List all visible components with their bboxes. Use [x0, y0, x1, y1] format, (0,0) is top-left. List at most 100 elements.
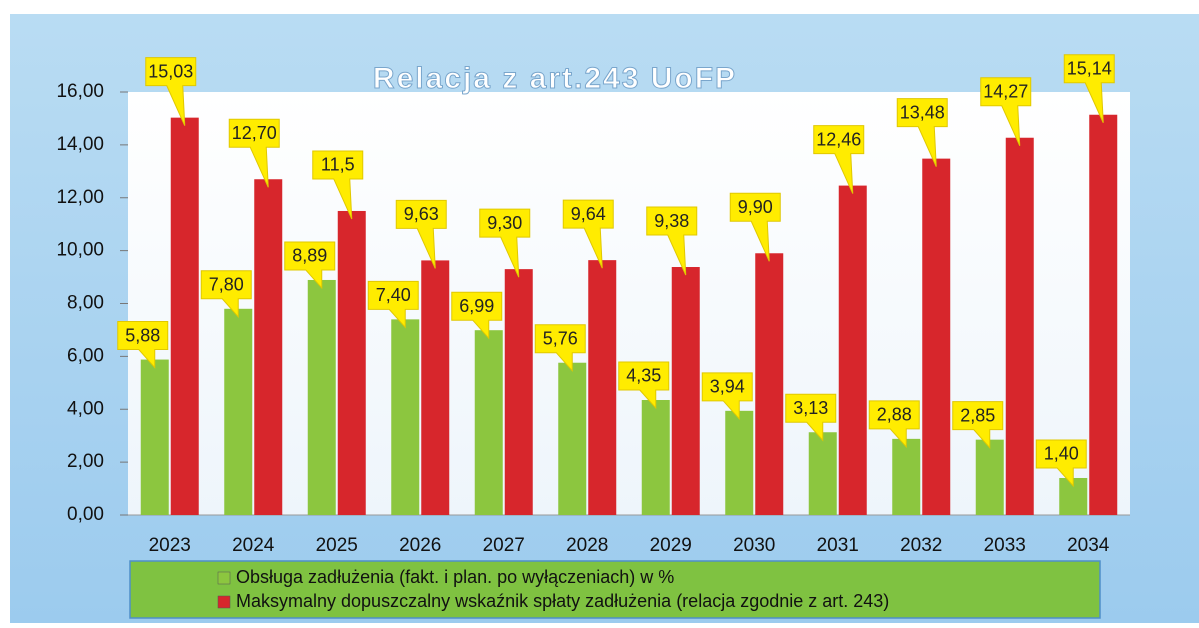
data-label: 5,88 — [117, 321, 169, 369]
label-callout — [618, 361, 670, 410]
y-tick-label: 4,00 — [67, 398, 104, 419]
label-callout — [980, 77, 1032, 146]
data-label: 9,30 — [479, 208, 531, 278]
label-callout — [896, 98, 948, 167]
bar — [140, 359, 169, 515]
bar — [975, 439, 1004, 515]
bar — [224, 308, 253, 515]
data-label: 5,76 — [534, 324, 586, 373]
data-label: 9,38 — [646, 206, 698, 276]
data-label-text: 12,46 — [816, 129, 861, 149]
data-label-text: 3,13 — [793, 398, 828, 418]
label-callout — [117, 321, 169, 369]
label-callout — [729, 192, 781, 262]
data-label: 13,48 — [896, 98, 948, 167]
bar — [337, 210, 366, 515]
y-tick-label: 16,00 — [56, 81, 104, 102]
y-tick-label: 6,00 — [67, 345, 104, 366]
label-callout — [1063, 54, 1115, 123]
data-label-text: 9,38 — [654, 211, 689, 231]
data-label: 12,46 — [813, 125, 865, 194]
label-callout — [367, 280, 419, 329]
label-callout — [562, 199, 614, 269]
bar — [671, 267, 700, 515]
plot-area — [128, 92, 1130, 515]
bar — [838, 185, 867, 515]
chart-title: Relacja z art.243 UoFP — [373, 62, 737, 95]
label-callout — [868, 400, 920, 449]
data-label: 9,63 — [395, 199, 447, 269]
data-label: 14,27 — [980, 77, 1032, 146]
bar — [307, 279, 336, 515]
legend-label: Maksymalny dopuszczalny wskaźnik spłaty … — [236, 591, 889, 611]
data-label-text: 1,40 — [1044, 444, 1079, 464]
label-callout — [451, 291, 503, 340]
y-tick-label: 12,00 — [56, 187, 104, 208]
data-label: 3,94 — [701, 372, 753, 421]
data-label-text: 8,89 — [292, 246, 327, 266]
bar — [170, 117, 199, 515]
data-label-text: 9,30 — [487, 213, 522, 233]
label-callout — [1035, 439, 1087, 488]
data-label-text: 7,40 — [376, 285, 411, 305]
y-tick-label: 8,00 — [67, 293, 104, 314]
x-tick-label: 2025 — [316, 535, 358, 556]
x-tick-label: 2032 — [900, 535, 942, 556]
data-label: 12,70 — [228, 118, 280, 188]
legend-swatch — [217, 571, 231, 585]
label-callout — [228, 118, 280, 188]
data-label-text: 5,88 — [125, 325, 160, 345]
bar — [254, 179, 283, 515]
data-label: 6,99 — [451, 291, 503, 340]
data-label-text: 4,35 — [626, 366, 661, 386]
data-label-text: 3,94 — [710, 377, 745, 397]
label-callout — [701, 372, 753, 421]
data-label: 4,35 — [618, 361, 670, 410]
bar — [755, 253, 784, 516]
x-tick-label: 2027 — [483, 535, 525, 556]
legend-label: Obsługa zadłużenia (fakt. i plan. po wył… — [236, 567, 674, 587]
y-tick-label: 2,00 — [67, 451, 104, 472]
data-label: 3,13 — [785, 393, 837, 442]
data-label-text: 9,63 — [404, 204, 439, 224]
data-label-text: 15,14 — [1067, 58, 1112, 78]
x-tick-label: 2026 — [399, 535, 441, 556]
bar — [421, 260, 450, 515]
data-label-text: 14,27 — [983, 81, 1028, 101]
label-callout — [145, 57, 197, 126]
data-label-text: 7,80 — [209, 275, 244, 295]
y-tick-label: 0,00 — [67, 504, 104, 525]
x-tick-label: 2033 — [984, 535, 1026, 556]
data-label-text: 15,03 — [148, 61, 193, 81]
label-callout — [312, 150, 364, 220]
data-label-text: 6,99 — [459, 296, 494, 316]
data-label: 2,85 — [952, 401, 1004, 449]
bar — [474, 330, 503, 515]
label-callout — [646, 206, 698, 276]
bar — [1089, 114, 1118, 515]
data-label-text: 9,64 — [571, 204, 606, 224]
label-callout — [395, 199, 447, 269]
data-label: 2,88 — [868, 400, 920, 449]
label-callout — [534, 324, 586, 373]
y-tick-label: 10,00 — [56, 240, 104, 261]
label-callout — [284, 241, 336, 290]
data-label: 7,80 — [200, 270, 252, 319]
x-tick-label: 2023 — [149, 535, 191, 556]
bar — [391, 319, 420, 515]
data-label: 1,40 — [1035, 439, 1087, 488]
data-label-text: 9,90 — [738, 197, 773, 217]
x-tick-label: 2031 — [817, 535, 859, 556]
bar — [641, 399, 670, 515]
bar — [922, 158, 951, 515]
data-label-text: 11,5 — [321, 155, 355, 175]
data-label: 9,90 — [729, 192, 781, 262]
data-label: 8,89 — [284, 241, 336, 290]
x-tick-label: 2028 — [566, 535, 608, 556]
label-callout — [813, 125, 865, 194]
label-callout — [952, 401, 1004, 449]
data-label: 7,40 — [367, 280, 419, 329]
data-label-text: 5,76 — [543, 328, 578, 348]
data-label: 11,5 — [312, 150, 364, 220]
